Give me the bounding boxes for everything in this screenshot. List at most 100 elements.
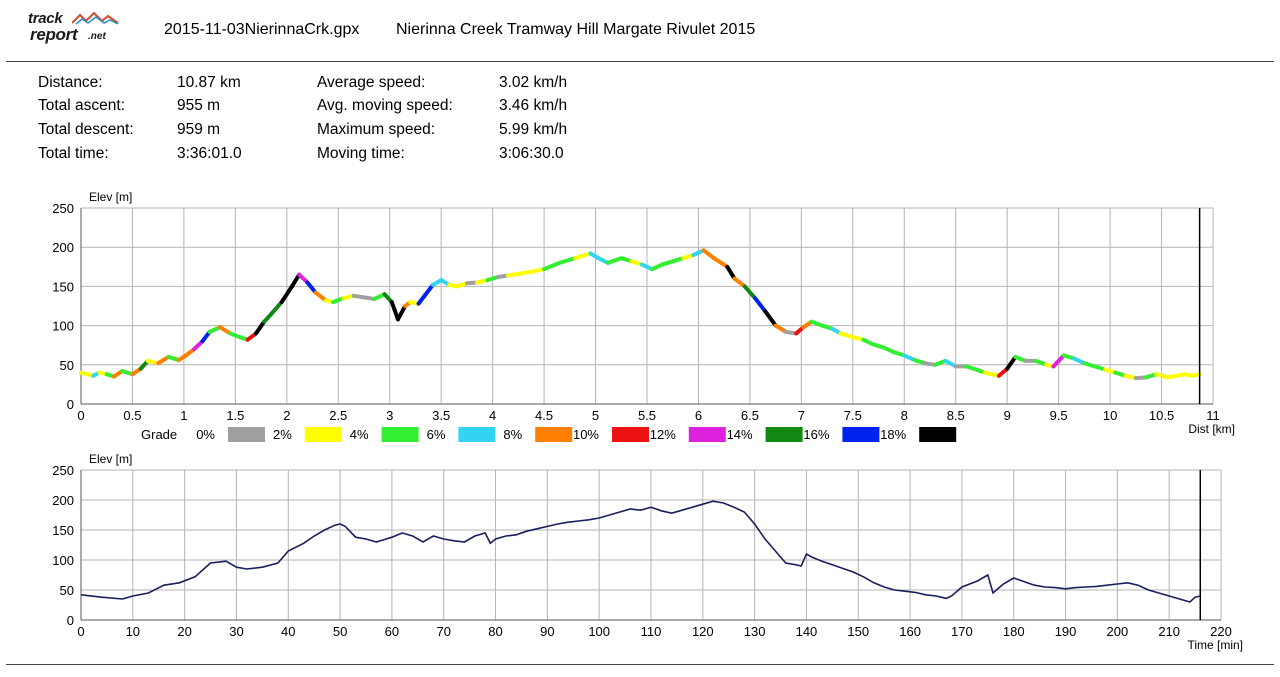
y-tick-label: 150 [52,523,74,538]
x-tick-label: 0.5 [123,408,141,423]
elevation-segment [395,304,408,322]
y-tick-label: 100 [52,319,74,334]
stat-label-moving-time: Moving time: [317,145,405,162]
y-tick-label: 100 [52,553,74,568]
elevation-segment [605,256,624,265]
stat-label-avg-speed: Average speed: [317,74,426,91]
x-tick-label: 200 [1107,624,1129,639]
logo-text-track: track [28,10,63,27]
elevation-segment [1190,372,1202,378]
grade-legend-swatch [228,427,265,442]
x-tick-label: 10 [1103,408,1117,423]
stat-label-total-time: Total time: [38,145,109,162]
x-tick-label: 7 [798,408,805,423]
x-tick-label: 220 [1210,624,1232,639]
y-tick-label: 250 [52,201,74,216]
grade-legend-label: 12% [650,427,676,442]
elevation-segment [742,284,758,301]
x-tick-label: 2 [283,408,290,423]
grade-legend-swatch [842,427,880,442]
elevation-segment [572,251,593,261]
grade-legend-label: 8% [503,427,522,442]
elevation-segment [711,256,730,269]
grade-legend-label: 18% [880,427,906,442]
x-axis-label: Dist [km] [1188,422,1235,436]
header-divider [6,61,1274,62]
elevation-segment [725,264,737,281]
x-tick-label: 3 [386,408,393,423]
footer-divider [6,664,1274,665]
gpx-file-name: 2015-11-03NierinnaCrk.gpx [164,21,360,38]
logo-text-suffix: .net [88,31,106,42]
x-tick-label: 11 [1206,408,1220,423]
stat-value-moving-time: 3:06:30.0 [499,145,564,162]
elevation-segment [253,319,267,336]
y-tick-label: 50 [60,358,74,373]
x-tick-label: 130 [744,624,766,639]
x-tick-label: 100 [588,624,610,639]
stat-value-total-time: 3:36:01.0 [177,145,242,162]
elevation-segment [217,325,233,336]
x-tick-label: 40 [281,624,295,639]
y-tick-label: 200 [52,493,74,508]
grade-legend-label: 6% [427,427,446,442]
x-tick-label: 170 [951,624,973,639]
x-tick-label: 190 [1055,624,1077,639]
grade-legend-swatch [381,427,419,442]
x-tick-label: 50 [333,624,347,639]
x-tick-label: 8 [901,408,908,423]
x-tick-label: 60 [385,624,399,639]
x-tick-label: 80 [488,624,502,639]
elevation-segment [557,256,577,265]
x-tick-label: 4.5 [535,408,553,423]
grade-legend-swatch [612,427,649,442]
x-tick-label: 10 [126,624,140,639]
grade-legend-swatch [304,427,342,442]
stat-value-descent: 959 m [177,121,221,138]
grade-legend-swatch [535,427,573,442]
stat-value-avg-moving-speed: 3.46 km/h [499,97,568,114]
grade-legend-label: 16% [803,427,829,442]
trackreport-logo[interactable]: track report .net [28,10,120,46]
elevation-segment [305,280,318,295]
elevation-segment [701,248,716,261]
x-tick-label: 180 [1003,624,1025,639]
x-tick-label: 4 [489,408,496,423]
stat-label-avg-moving-speed: Avg. moving speed: [317,97,453,114]
y-tick-label: 0 [67,397,74,412]
x-tick-label: 1.5 [226,408,244,423]
elevation-segment [279,284,294,305]
x-tick-label: 110 [641,624,662,639]
grade-legend-label: 14% [727,427,753,442]
x-tick-label: 140 [796,624,818,639]
y-tick-label: 50 [60,583,74,598]
stat-value-distance: 10.87 km [177,74,241,91]
x-tick-label: 9.5 [1050,408,1068,423]
stat-label-ascent: Total ascent: [38,97,126,114]
elevation-segment [269,300,284,316]
elevation-time-chart: 0 10 20 30 40 50 60 70 80 90 100 110 120 130 140 150 160… [52,452,1243,652]
x-tick-label: 150 [847,624,869,639]
mountain-icon [72,11,119,25]
elevation-segment [763,309,778,328]
y-tick-label: 150 [52,279,74,294]
stat-label-max-speed: Maximum speed: [317,121,436,138]
stat-value-avg-speed: 3.02 km/h [499,74,568,91]
x-tick-label: 160 [899,624,921,639]
elevation-segment [848,334,866,342]
elevation-segment [526,267,547,275]
y-axis-label: Elev [m] [89,190,132,204]
x-tick-label: 5.5 [638,408,656,423]
x-tick-label: 120 [692,624,714,639]
x-tick-label: 0 [77,408,84,423]
elevation-segment [156,354,171,366]
elevation-segment [732,276,747,289]
x-tick-label: 5 [592,408,599,423]
elevation-segment [313,290,328,303]
logo-text-report: report [30,25,78,44]
grade-legend-label: 2% [273,427,292,442]
stat-value-max-speed: 5.99 km/h [499,121,568,138]
grade-legend-title: Grade [141,427,177,442]
stat-label-descent: Total descent: [38,121,134,138]
